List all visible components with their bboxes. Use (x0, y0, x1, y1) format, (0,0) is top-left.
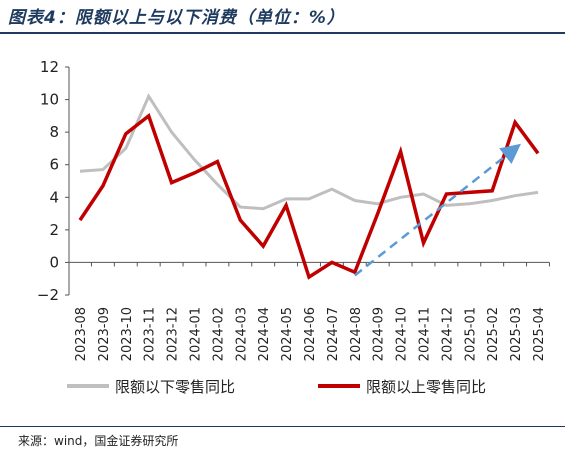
x-tick-label: 2024-01 (189, 307, 204, 361)
x-tick-label: 2024-04 (257, 307, 272, 361)
x-tick-label: 2024-05 (280, 307, 295, 361)
legend-label: 限额以下零售同比 (115, 378, 235, 396)
y-tick-label: 0 (49, 253, 59, 271)
y-tick-label: 4 (49, 188, 59, 206)
x-tick-label: 2023-08 (74, 307, 89, 361)
x-tick-label: 2024-02 (211, 307, 226, 361)
title-underline (0, 32, 565, 34)
x-tick-label: 2025-03 (509, 307, 524, 361)
chart-title: 图表4：限额以上与以下消费（单位：%） (8, 8, 345, 28)
y-tick-label: 2 (49, 221, 59, 239)
x-tick-label: 2023-09 (97, 307, 112, 361)
x-tick-label: 2024-10 (395, 307, 410, 361)
x-tick-label: 2024-09 (372, 307, 387, 361)
y-tick-label: −2 (37, 286, 59, 304)
y-tick-label: 8 (49, 123, 59, 141)
x-tick-label: 2025-02 (486, 307, 501, 361)
series-line-above-limit (78, 113, 540, 280)
x-tick-label: 2024-12 (440, 307, 455, 361)
x-tick-label: 2024-08 (349, 307, 364, 361)
trend-arrow (354, 143, 521, 277)
legend-label: 限额以上零售同比 (366, 378, 486, 396)
x-tick-label: 2025-04 (532, 307, 547, 361)
x-tick-label: 2023-12 (166, 307, 181, 361)
line-chart: −2 0 2 4 6 8 10 12 2023-08 2023-09 2023-10 2023-11 2… (37, 58, 550, 396)
footer-rule (0, 426, 565, 427)
x-tick-label: 2025-01 (463, 307, 478, 361)
x-tick-label: 2024-03 (234, 307, 249, 361)
source-note: 来源：wind，国金证券研究所 (18, 434, 179, 448)
y-tick-label: 6 (49, 156, 59, 174)
x-tick-label: 2024-11 (418, 307, 433, 361)
x-tick-label: 2024-07 (326, 307, 341, 361)
x-tick-label: 2023-11 (143, 307, 158, 361)
x-tick-label: 2024-06 (303, 307, 318, 361)
y-tick-label: 12 (40, 58, 59, 76)
y-tick-label: 10 (40, 91, 59, 109)
x-tick-label: 2023-10 (120, 307, 135, 361)
